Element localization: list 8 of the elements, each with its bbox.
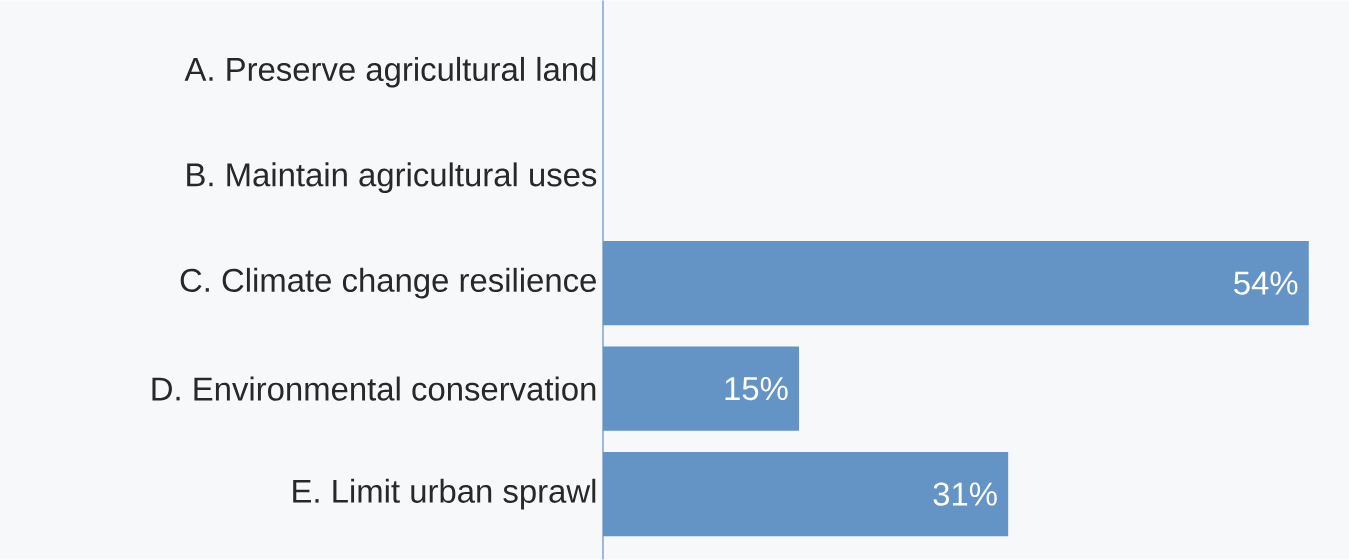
y-tick-label: D. Environmental conservation [152, 376, 596, 401]
data-label: 54% [1234, 271, 1298, 295]
y-tick-label: E. Limit urban sprawl [293, 478, 596, 510]
data-label: 15% [725, 377, 788, 401]
data-label: 31% [933, 482, 997, 506]
y-tick-label: B. Maintain agricultural uses [187, 162, 597, 194]
y-tick-label: C. Climate change resilience [180, 267, 596, 299]
y-tick-label: A. Preserve agricultural land [184, 56, 596, 88]
